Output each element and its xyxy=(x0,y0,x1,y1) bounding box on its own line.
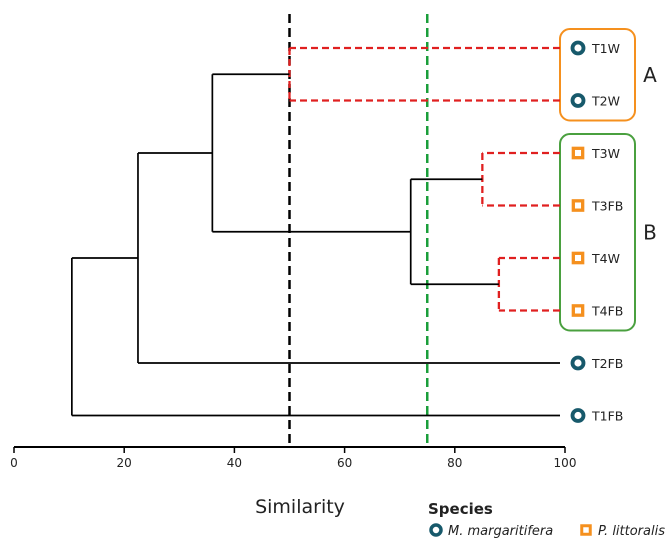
leaf-label: T2FB xyxy=(591,356,623,371)
leaf-label: T4W xyxy=(591,251,620,266)
x-axis-tick-label: 20 xyxy=(117,456,132,470)
x-axis-tick-label: 100 xyxy=(554,456,577,470)
species-legend: Species M. margaritifera P. littoralis xyxy=(428,500,665,538)
teal-ring-circle-icon xyxy=(570,40,586,56)
leaf-label: T3FB xyxy=(591,199,623,214)
leaf-labels: T1W T2W T3W T3FB T4W T4FB T2FB T1FB xyxy=(570,40,623,424)
orange-hollow-square-icon xyxy=(571,304,585,317)
teal-ring-circle-icon xyxy=(429,523,443,537)
legend-item-label: M. margaritifera xyxy=(448,524,553,538)
x-axis: 0 20 40 60 80 100 xyxy=(10,446,577,470)
teal-ring-circle-icon xyxy=(570,355,586,371)
teal-ring-circle-icon xyxy=(570,93,586,108)
teal-ring-circle-icon xyxy=(570,408,586,423)
legend-item-label: P. littoralis xyxy=(598,524,665,538)
leaf-label: T2W xyxy=(591,94,620,109)
orange-hollow-square-icon xyxy=(571,146,585,160)
leaf-label: T1FB xyxy=(591,409,623,424)
x-axis-tick-label: 40 xyxy=(227,456,242,470)
group-label: A xyxy=(643,63,657,87)
orange-hollow-square-icon xyxy=(580,524,592,536)
leaf-label: T3W xyxy=(591,146,620,161)
legend-title: Species xyxy=(428,500,493,518)
orange-hollow-square-icon xyxy=(571,199,585,212)
leaf-label: T4FB xyxy=(591,304,623,319)
dendrogram-branches xyxy=(71,46,560,417)
x-axis-tick-label: 60 xyxy=(337,456,352,470)
leaf-label: T1W xyxy=(591,41,620,56)
group-label: B xyxy=(643,220,657,244)
x-axis-tick-label: 0 xyxy=(10,456,18,470)
threshold-lines xyxy=(288,14,429,447)
group-box xyxy=(559,133,636,332)
x-axis-tick-label: 80 xyxy=(447,456,462,470)
group-boxes: AB xyxy=(559,28,657,332)
orange-hollow-square-icon xyxy=(571,251,585,265)
x-axis-title: Similarity xyxy=(255,496,345,518)
